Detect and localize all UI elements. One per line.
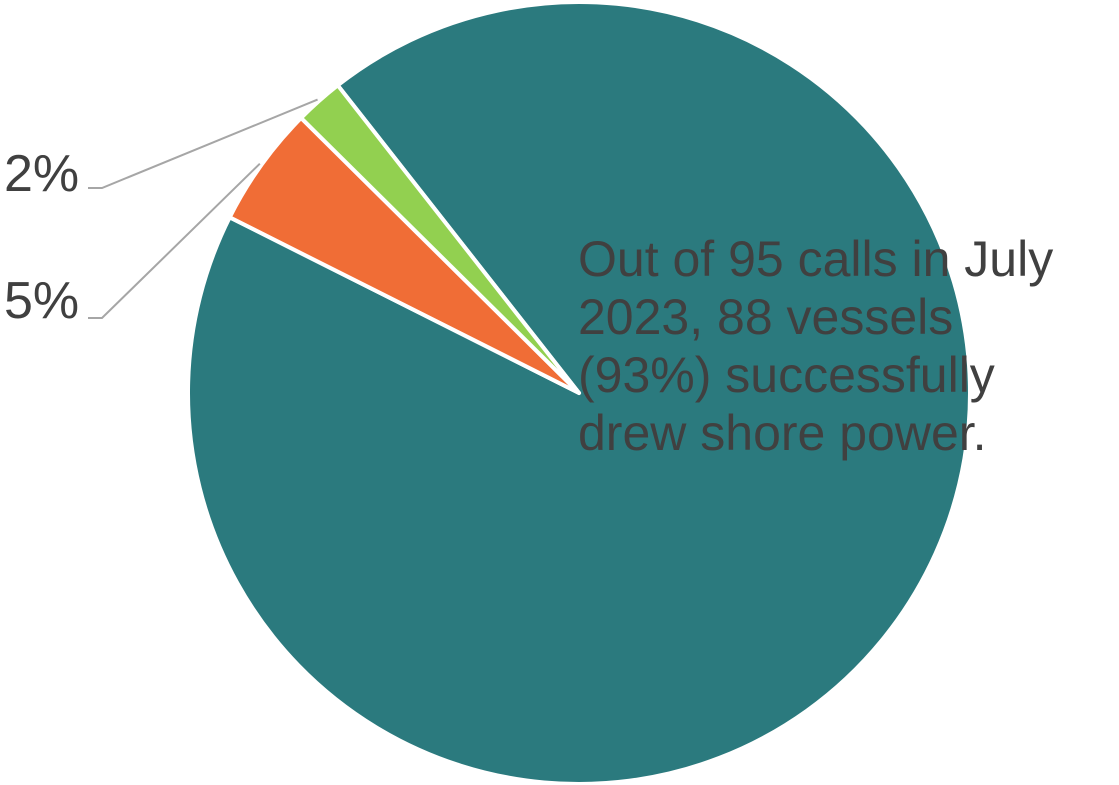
leader-line-2-percent: [88, 98, 318, 189]
leader-line-5-percent: [88, 162, 261, 319]
slice-label-2-percent: 2%: [4, 145, 79, 203]
annotation-line-4: drew shore power.: [578, 405, 987, 461]
leader-lines: [88, 98, 318, 319]
chart-annotation: Out of 95 calls in July 2023, 88 vessels…: [578, 230, 1118, 462]
slice-2-percent: [299, 83, 581, 395]
annotation-line-1: Out of 95 calls in July: [578, 231, 1054, 287]
pie-slices: [186, 0, 972, 785]
annotation-line-3: (93%) successfully: [578, 347, 995, 403]
annotation-line-2: 2023, 88 vessels: [578, 289, 954, 345]
slice-label-5-percent: 5%: [4, 272, 79, 330]
